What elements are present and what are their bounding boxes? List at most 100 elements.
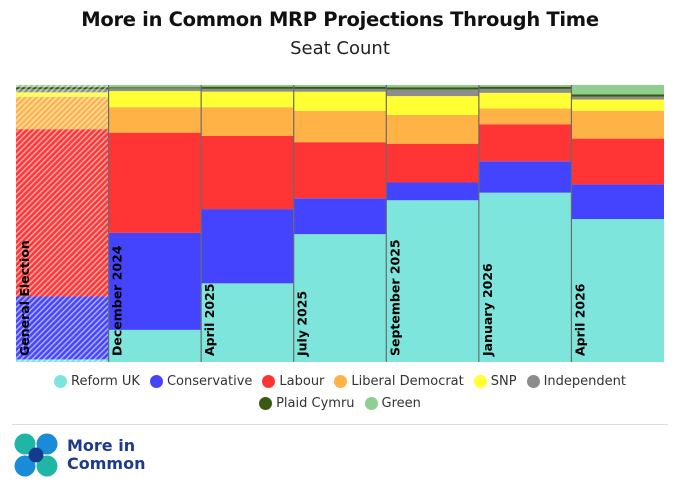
bar-segment-liberal-democrat-january-2026 [478, 108, 572, 125]
bar-segment-labour-july-2025 [293, 142, 387, 199]
hatch-overlay-liberal-democrat [16, 96, 109, 130]
bar-segment-plaid-cymru-december-2024 [108, 87, 202, 89]
legend-item-plaid-cymru: Plaid Cymru [259, 396, 355, 411]
logo-circle-center [28, 447, 44, 463]
bar-segment-plaid-cymru-january-2026 [478, 86, 572, 89]
bar-segment-green-april-2025 [201, 85, 294, 87]
bar-segment-independent-september-2025 [386, 89, 479, 97]
category-label-july-2025: July 2025 [295, 291, 310, 357]
legend-item-liberal-democrat: Liberal Democrat [334, 374, 464, 389]
bar-segment-plaid-cymru-july-2025 [293, 86, 387, 89]
legend-item-reform-uk: Reform UK [54, 374, 140, 389]
bar-segment-snp-july-2025 [293, 91, 387, 111]
bar-segment-labour-december-2024 [108, 132, 202, 233]
bar-segment-independent-july-2025 [293, 88, 387, 92]
category-label-january-2026: January 2026 [480, 263, 495, 357]
category-label-april-2026: April 2026 [572, 283, 587, 356]
brand-name: More in Common [67, 437, 145, 473]
bar-segment-plaid-cymru-september-2025 [386, 87, 479, 90]
legend-swatch [54, 375, 68, 388]
logo-circle-bl [14, 455, 36, 477]
bar-segment-snp-april-2026 [571, 99, 664, 111]
bar-segment-reform-uk-september-2025 [386, 200, 479, 362]
legend-item-snp: SNP [473, 374, 517, 389]
bar-segment-conservative-july-2025 [293, 198, 387, 235]
legend-item-green: Green [364, 396, 421, 411]
bar-segment-conservative-april-2025 [201, 209, 294, 284]
hatch-overlay-independent [16, 89, 109, 93]
bar-segment-green-january-2026 [478, 85, 572, 87]
bar-segment-reform-uk-april-2025 [201, 283, 294, 362]
legend-swatch [262, 375, 276, 388]
bar-segment-independent-january-2026 [478, 88, 572, 93]
category-label-september-2025: September 2025 [387, 239, 402, 356]
more-in-common-logo [14, 433, 58, 477]
logo-circle-tl [14, 433, 36, 455]
bar-segment-labour-april-2026 [571, 138, 664, 185]
bar-segment-liberal-democrat-december-2024 [108, 107, 202, 133]
legend-item-independent: Independent [526, 374, 626, 389]
hatch-overlay-green [16, 85, 109, 88]
category-label-april-2025: April 2025 [202, 284, 217, 357]
hatch-overlay-plaid-cymru [16, 87, 109, 90]
legend-swatch [259, 397, 273, 410]
legend-swatch [334, 375, 348, 388]
bar-segment-plaid-cymru-april-2025 [201, 86, 294, 89]
bar-segment-snp-april-2025 [201, 91, 294, 108]
legend-label: Green [381, 396, 421, 411]
bar-segment-green-april-2026 [571, 85, 664, 95]
bar-segment-liberal-democrat-september-2025 [386, 114, 479, 144]
bar-segment-reform-uk-april-2026 [571, 219, 664, 362]
bar-segment-reform-uk-december-2024 [108, 329, 202, 362]
legend-label: Reform UK [71, 374, 140, 389]
bar-segment-reform-uk-january-2026 [478, 192, 572, 362]
legend-label: SNP [490, 374, 517, 389]
bar-segment-green-december-2024 [108, 85, 202, 88]
bar-segment-labour-april-2025 [201, 135, 294, 210]
hatch-overlay-conservative [16, 296, 109, 360]
legend-label: Plaid Cymru [276, 396, 355, 411]
bar-segment-labour-january-2026 [478, 124, 572, 162]
legend-swatch [149, 375, 163, 388]
bar-segment-conservative-december-2024 [108, 232, 202, 330]
bar-segment-snp-january-2026 [478, 92, 572, 109]
chart-title: More in Common MRP Projections Through T… [81, 8, 599, 31]
legend-label: Labour [279, 374, 325, 389]
hatch-overlay-snp [16, 92, 109, 97]
chart-subtitle: Seat Count [290, 38, 390, 59]
bar-segment-liberal-democrat-april-2026 [571, 110, 664, 139]
legend-label: Independent [543, 374, 626, 389]
footer-divider [12, 424, 668, 425]
brand-name-line1: More in [67, 436, 136, 455]
hatch-overlay-labour [16, 129, 109, 297]
bar-segment-conservative-january-2026 [478, 161, 572, 193]
bar-segment-plaid-cymru-april-2026 [571, 94, 664, 97]
bar-segment-independent-april-2026 [571, 96, 664, 100]
bar-segment-labour-september-2025 [386, 143, 479, 183]
legend-swatch [364, 397, 378, 410]
legend-label: Liberal Democrat [351, 374, 464, 389]
chart-legend: Reform UK Conservative Labour Liberal Democ… [0, 372, 680, 416]
bar-segment-snp-september-2025 [386, 96, 479, 115]
logo-circle-tr [36, 433, 58, 455]
bar-segment-independent-december-2024 [108, 88, 202, 92]
bar-segment-independent-april-2025 [201, 88, 294, 92]
bar-segment-conservative-april-2026 [571, 184, 664, 220]
legend-label: Conservative [166, 374, 253, 389]
bar-segment-reform-uk-july-2025 [293, 234, 387, 362]
logo-circle-br [36, 455, 58, 477]
category-label-general-election: General Election [17, 240, 32, 356]
legend-swatch [526, 375, 540, 388]
bar-segment-green-september-2025 [386, 85, 479, 88]
bar-segment-liberal-democrat-april-2025 [201, 107, 294, 136]
category-label-december-2024: December 2024 [110, 245, 125, 356]
bar-segment-liberal-democrat-july-2025 [293, 110, 387, 143]
brand-name-line2: Common [67, 454, 146, 473]
bar-segment-green-july-2025 [293, 85, 387, 87]
legend-swatch [473, 375, 487, 388]
legend-row: Plaid Cymru Green [0, 394, 680, 413]
legend-item-labour: Labour [262, 374, 324, 389]
legend-item-conservative: Conservative [149, 374, 253, 389]
legend-row: Reform UK Conservative Labour Liberal Democ… [0, 372, 680, 391]
